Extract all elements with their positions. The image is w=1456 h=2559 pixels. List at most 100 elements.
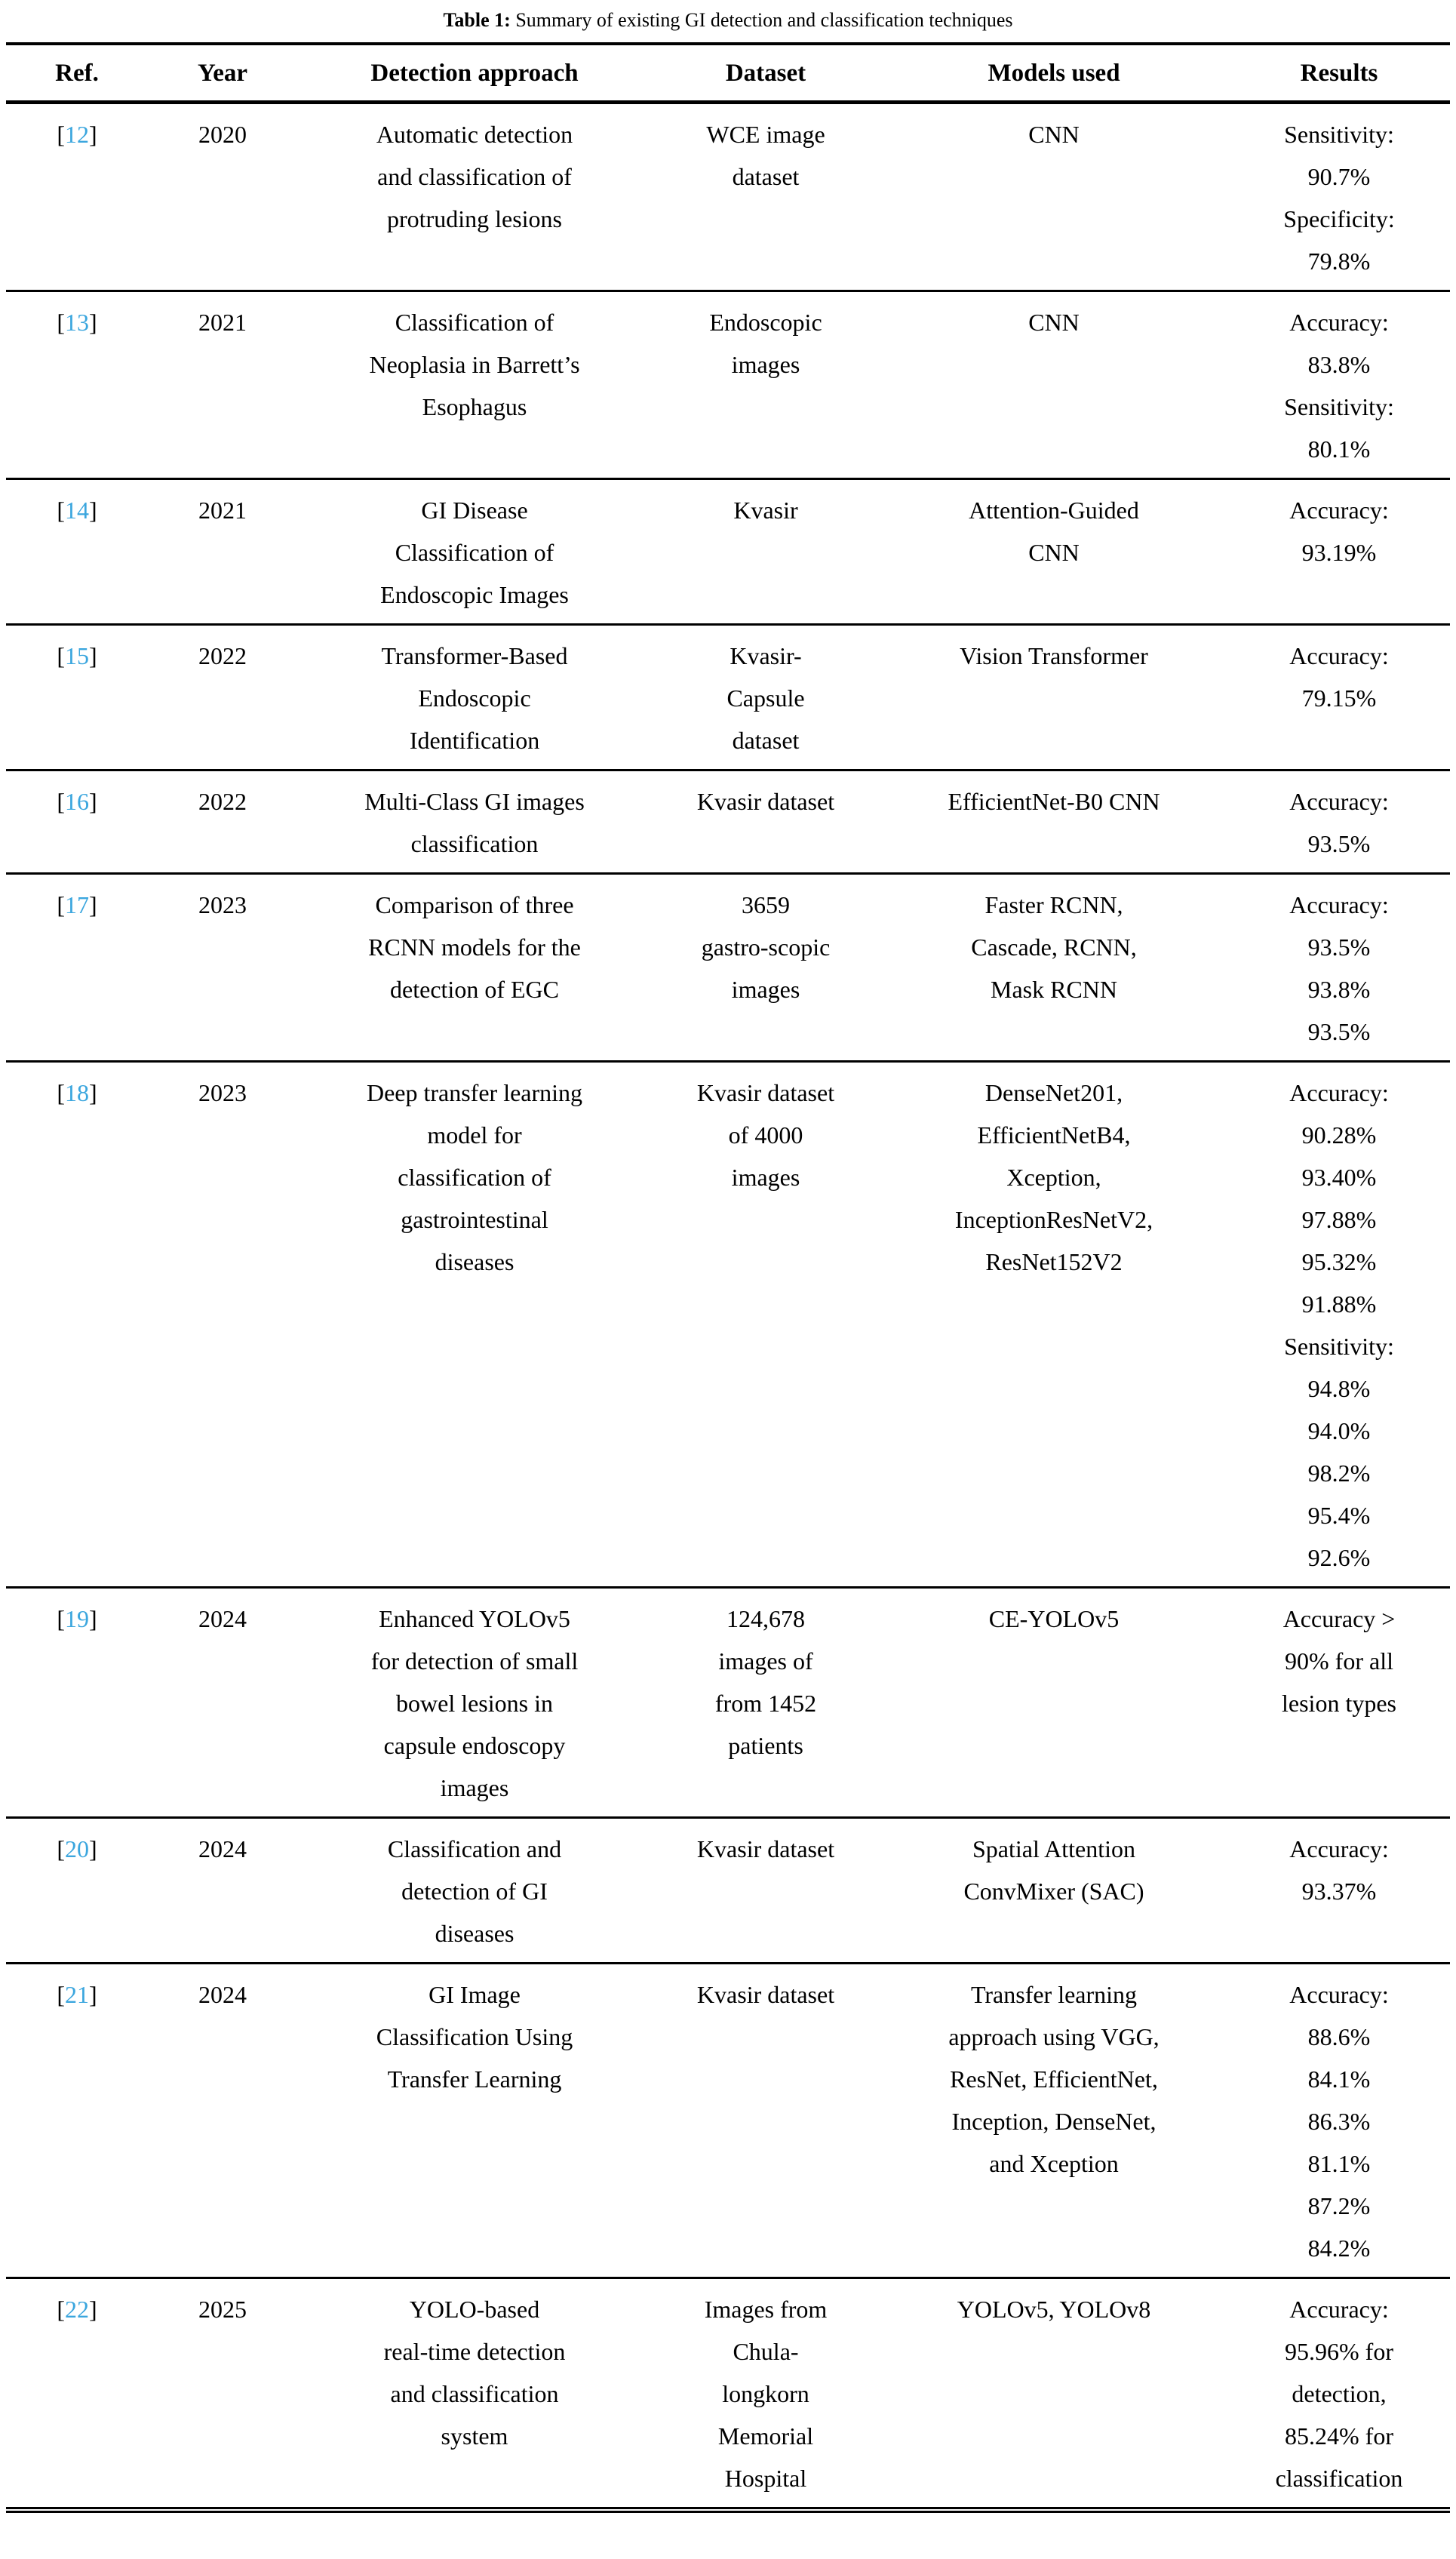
citation-bracket: ] — [89, 641, 97, 669]
ref-cell: [19] — [6, 1587, 148, 1819]
ref-cell: [15] — [6, 624, 148, 771]
citation-bracket: [ — [57, 1835, 65, 1862]
models-cell: Transfer learning approach using VGG, Re… — [880, 1963, 1228, 2279]
results-cell: Accuracy: 93.5% — [1228, 770, 1450, 875]
year-cell: 2023 — [148, 873, 297, 1063]
table-row: [22] 2025 YOLO-based real-time detection… — [6, 2278, 1450, 2510]
column-header-year: Year — [148, 44, 297, 104]
results-cell: Accuracy: 90.28% 93.40% 97.88% 95.32% 91… — [1228, 1061, 1450, 1589]
column-header-dataset: Dataset — [652, 44, 880, 104]
citation-bracket: ] — [89, 1835, 97, 1862]
models-cell: Vision Transformer — [880, 624, 1228, 771]
dataset-cell: Kvasir dataset of 4000 images — [652, 1061, 880, 1589]
citation-link[interactable]: 16 — [65, 787, 89, 815]
approach-cell: Classification of Neoplasia in Barrett’s… — [297, 291, 652, 480]
dataset-cell: Kvasir — [652, 478, 880, 626]
results-cell: Accuracy: 95.96% for detection, 85.24% f… — [1275, 2295, 1403, 2492]
table-row: [12] 2020 Automatic detection and classi… — [6, 102, 1450, 292]
table-caption: Table 1: Summary of existing GI detectio… — [0, 0, 1456, 42]
year-cell: 2024 — [148, 1817, 297, 1964]
citation-bracket: [ — [57, 308, 65, 336]
approach-cell: Enhanced YOLOv5 for detection of small b… — [297, 1587, 652, 1819]
models-cell: Attention-Guided CNN — [880, 478, 1228, 626]
year-cell: 2025 — [198, 2295, 247, 2323]
year-cell: 2024 — [148, 1587, 297, 1819]
approach-cell: GI Disease Classification of Endoscopic … — [297, 478, 652, 626]
table-caption-text: Summary of existing GI detection and cla… — [515, 9, 1013, 31]
citation-bracket: ] — [89, 496, 97, 524]
citation-bracket: ] — [89, 308, 97, 336]
dataset-cell: Kvasir dataset — [652, 770, 880, 875]
citation-link[interactable]: 19 — [65, 1604, 89, 1632]
results-cell: Accuracy > 90% for all lesion types — [1228, 1587, 1450, 1819]
citation-bracket: ] — [89, 890, 97, 918]
table-row: [20] 2024 Classification and detection o… — [6, 1817, 1450, 1964]
table-caption-label: Table 1: — [443, 9, 511, 31]
models-cell: EfficientNet-B0 CNN — [880, 770, 1228, 875]
citation-bracket: [ — [57, 890, 65, 918]
column-header-results: Results — [1228, 44, 1450, 104]
table-row: [18] 2023 Deep transfer learning model f… — [6, 1061, 1450, 1589]
ref-cell: [13] — [6, 291, 148, 480]
approach-cell: YOLO-based real-time detection and class… — [383, 2295, 566, 2450]
approach-cell: Multi-Class GI images classification — [297, 770, 652, 875]
table-row: [16] 2022 Multi-Class GI images classifi… — [6, 770, 1450, 875]
citation-bracket: ] — [89, 787, 97, 815]
dataset-cell: Endoscopic images — [652, 291, 880, 480]
citation-link[interactable]: 15 — [65, 641, 89, 669]
citation-bracket: ] — [89, 1980, 97, 2008]
dataset-cell: Kvasir- Capsule dataset — [652, 624, 880, 771]
dataset-cell: Kvasir dataset — [652, 1817, 880, 1964]
citation-bracket: ] — [89, 1078, 97, 1106]
models-cell: Spatial Attention ConvMixer (SAC) — [880, 1817, 1228, 1964]
approach-cell: Automatic detection and classification o… — [297, 102, 652, 292]
year-cell: 2022 — [148, 624, 297, 771]
ref-cell: [21] — [6, 1963, 148, 2279]
ref-cell: [16] — [6, 770, 148, 875]
dataset-cell: WCE image dataset — [652, 102, 880, 292]
citation-bracket: [ — [57, 120, 65, 148]
results-cell: Sensitivity: 90.7% Specificity: 79.8% — [1228, 102, 1450, 292]
citation-link[interactable]: 14 — [65, 496, 89, 524]
models-cell: CNN — [880, 291, 1228, 480]
citation-link[interactable]: 13 — [65, 308, 89, 336]
table-row: [13] 2021 Classification of Neoplasia in… — [6, 291, 1450, 480]
ref-cell: [17] — [6, 873, 148, 1063]
citation-link[interactable]: 18 — [65, 1078, 89, 1106]
year-cell: 2021 — [148, 478, 297, 626]
ref-cell: [20] — [6, 1817, 148, 1964]
citation-bracket: ] — [89, 120, 97, 148]
results-cell: Accuracy: 93.5% 93.8% 93.5% — [1228, 873, 1450, 1063]
table-row: [14] 2021 GI Disease Classification of E… — [6, 478, 1450, 626]
ref-cell: [22] — [6, 2278, 148, 2510]
results-cell: Accuracy: 93.37% — [1228, 1817, 1450, 1964]
citation-link[interactable]: 22 — [65, 2295, 89, 2323]
citation-bracket: [ — [57, 641, 65, 669]
citation-bracket: [ — [57, 787, 65, 815]
ref-cell: [18] — [6, 1061, 148, 1589]
results-cell: Accuracy: 83.8% Sensitivity: 80.1% — [1228, 291, 1450, 480]
citation-link[interactable]: 21 — [65, 1980, 89, 2008]
approach-cell: Comparison of three RCNN models for the … — [297, 873, 652, 1063]
models-cell: YOLOv5, YOLOv8 — [957, 2295, 1151, 2323]
citation-link[interactable]: 12 — [65, 120, 89, 148]
column-header-models: Models used — [880, 44, 1228, 104]
models-cell: CNN — [880, 102, 1228, 292]
year-cell: 2023 — [148, 1061, 297, 1589]
dataset-cell: 3659 gastro-scopic images — [652, 873, 880, 1063]
dataset-cell: Images from Chula- longkorn Memorial Hos… — [704, 2295, 828, 2492]
dataset-cell: Kvasir dataset — [652, 1963, 880, 2279]
approach-cell: Deep transfer learning model for classif… — [297, 1061, 652, 1589]
table-row: [21] 2024 GI Image Classification Using … — [6, 1963, 1450, 2279]
column-header-approach: Detection approach — [297, 44, 652, 104]
citation-link[interactable]: 20 — [65, 1835, 89, 1862]
citation-link[interactable]: 17 — [65, 890, 89, 918]
column-header-ref: Ref. — [6, 44, 148, 104]
results-cell: Accuracy: 93.19% — [1228, 478, 1450, 626]
models-cell: DenseNet201, EfficientNetB4, Xception, I… — [880, 1061, 1228, 1589]
dataset-cell: 124,678 images of from 1452 patients — [652, 1587, 880, 1819]
table-row: [19] 2024 Enhanced YOLOv5 for detection … — [6, 1587, 1450, 1819]
models-cell: CE-YOLOv5 — [880, 1587, 1228, 1819]
citation-bracket: [ — [57, 1604, 65, 1632]
